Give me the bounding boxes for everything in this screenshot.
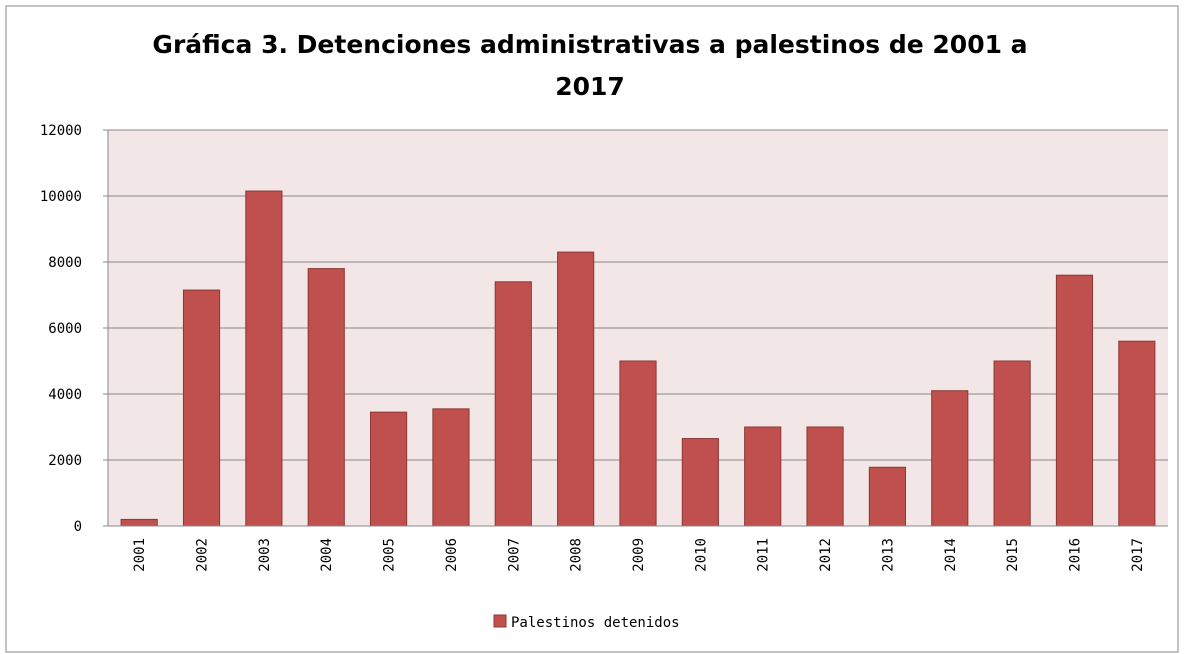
y-tick-label: 8000: [48, 255, 82, 271]
y-tick-label: 6000: [48, 321, 82, 337]
bar: [868, 466, 906, 527]
bar: [1118, 340, 1156, 527]
legend-swatch: [493, 614, 507, 628]
bar: [931, 390, 969, 527]
x-tick-label: 2001: [132, 538, 148, 572]
bar: [1055, 274, 1094, 527]
y-tick-label: 10000: [40, 189, 82, 205]
bar: [182, 289, 221, 527]
x-tick-label: 2013: [880, 538, 896, 572]
y-tick-label: 0: [74, 519, 82, 535]
legend-label: Palestinos detenidos: [511, 615, 680, 631]
x-tick-label: 2003: [257, 538, 273, 572]
x-tick-label: 2004: [319, 538, 335, 572]
x-tick-label: 2011: [756, 538, 772, 572]
x-tick-label: 2008: [569, 538, 585, 572]
x-tick-label: 2007: [506, 538, 522, 572]
x-tick-label: 2017: [1130, 538, 1146, 572]
bar: [307, 268, 345, 527]
x-tick-label: 2014: [943, 538, 959, 572]
y-tick-label: 4000: [48, 387, 82, 403]
bar: [744, 426, 782, 527]
x-tick-label: 2002: [195, 538, 211, 572]
bar: [432, 408, 470, 527]
bar: [993, 360, 1031, 527]
x-tick-label: 2010: [693, 538, 709, 572]
x-tick-label: 2005: [382, 538, 398, 572]
bar: [494, 281, 532, 527]
y-tick-label: 12000: [40, 123, 82, 139]
bar: [120, 518, 158, 527]
x-tick-label: 2016: [1067, 538, 1083, 572]
chart-title: Gráfica 3. Detenciones administrativas a…: [152, 30, 1028, 101]
bar: [245, 190, 283, 527]
x-tick-label: 2012: [818, 538, 834, 572]
bar: [806, 426, 844, 527]
bar: [370, 411, 408, 527]
x-tick-label: 2006: [444, 538, 460, 572]
bar: [557, 251, 595, 527]
x-tick-label: 2015: [1005, 538, 1021, 572]
y-tick-label: 2000: [48, 453, 82, 469]
bar: [681, 438, 719, 527]
x-tick-label: 2009: [631, 538, 647, 572]
bar: [619, 360, 657, 527]
